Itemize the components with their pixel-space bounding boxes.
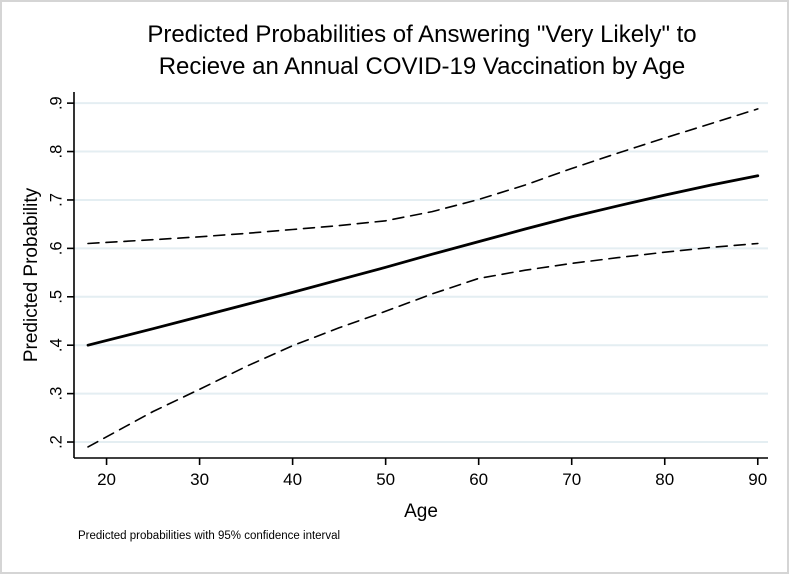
series-lower-95-ci: [87, 242, 759, 448]
data-series: [86, 108, 760, 448]
x-axis-title: Age: [404, 501, 438, 522]
x-tick-label: 50: [376, 470, 395, 489]
axes: [73, 92, 768, 459]
y-tick-label: .7: [47, 193, 65, 207]
series-upper-95-ci: [87, 108, 759, 245]
y-axis-title: Predicted Probability: [21, 187, 42, 363]
chart-title-line1: Predicted Probabilities of Answering "Ve…: [147, 21, 697, 48]
y-tick-label: .8: [47, 145, 65, 159]
x-tick-label: 20: [97, 470, 116, 489]
y-tick-label: .6: [47, 241, 65, 255]
x-tick-label: 90: [748, 470, 767, 489]
y-tick-label: .4: [47, 338, 65, 352]
y-tick-label: .9: [47, 96, 65, 110]
y-tick-label: .2: [47, 435, 65, 449]
chart-title-line2: Recieve an Annual COVID-19 Vaccination b…: [158, 53, 686, 80]
series-predicted-probability: [86, 174, 760, 347]
y-tick-label: .3: [47, 387, 65, 401]
chart-title: Predicted Probabilities of Answering "Ve…: [62, 19, 782, 83]
x-tick-label: 30: [190, 470, 209, 489]
y-tick-label: .5: [47, 290, 65, 304]
x-tick-label: 60: [469, 470, 488, 489]
tick-labels: .2 .3 .4 .5 .6 .7 .8 .9 20 30 40 50 60 70 80 90: [47, 96, 767, 489]
x-tick-label: 80: [655, 470, 674, 489]
axis-ticks: [67, 102, 759, 465]
x-tick-label: 70: [562, 470, 581, 489]
x-tick-label: 40: [283, 470, 302, 489]
footnote: Predicted probabilities with 95% confide…: [78, 530, 341, 542]
gridlines: [74, 102, 768, 444]
